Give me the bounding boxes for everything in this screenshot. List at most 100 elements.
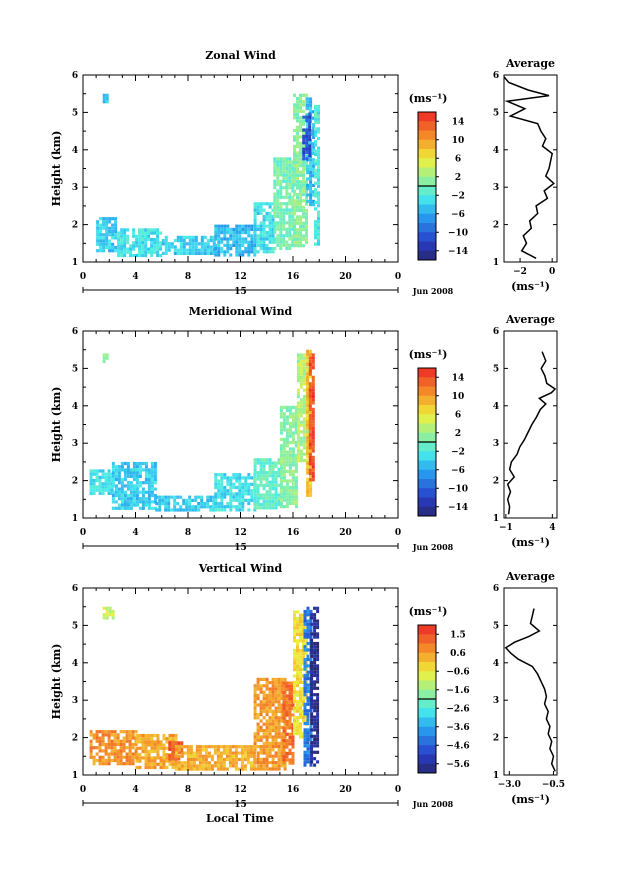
heatmap-cell: [313, 737, 317, 742]
heatmap-cell: [282, 166, 286, 171]
heatmap-cell: [138, 756, 142, 760]
heatmap-cell: [253, 706, 257, 710]
heatmap-cell: [317, 178, 320, 182]
colorbar-swatch: [418, 241, 436, 252]
heatmap-cell: [276, 240, 280, 244]
heatmap-cell: [299, 661, 302, 665]
heatmap-cell: [317, 104, 320, 109]
heatmap-cell: [126, 471, 130, 475]
heatmap-cell: [259, 458, 263, 462]
heatmap-cell: [306, 436, 310, 440]
heatmap-cell: [316, 677, 320, 681]
heatmap-cell: [309, 171, 313, 175]
heatmap-cell: [268, 722, 272, 726]
heatmap-cell: [114, 245, 118, 250]
heatmap-cell: [296, 154, 299, 158]
heatmap-cell: [310, 667, 314, 671]
heatmap-cell: [247, 234, 251, 238]
heatmap-cell: [177, 764, 181, 768]
heatmap-cell: [225, 757, 229, 762]
heatmap-cell: [253, 703, 257, 707]
heatmap-cell: [309, 609, 313, 614]
heatmap-cell: [314, 191, 317, 195]
heatmap-cell: [296, 700, 299, 704]
heatmap-cell: [268, 729, 272, 733]
heatmap-cell: [144, 503, 148, 507]
heatmap-cell: [132, 503, 136, 507]
heatmap-cell: [256, 729, 260, 733]
heatmap-cell: [113, 736, 117, 740]
heatmap-cell: [306, 689, 310, 694]
heatmap-cell: [217, 479, 221, 483]
heatmap-cell: [282, 211, 286, 215]
heatmap-cell: [102, 356, 106, 360]
heatmap-cell: [314, 127, 317, 131]
heatmap-cell: [291, 463, 295, 467]
heatmap-cell: [299, 443, 303, 447]
heatmap-cell: [156, 737, 160, 741]
heatmap-cell: [247, 243, 251, 247]
heatmap-cell: [135, 746, 139, 750]
heatmap-cell: [310, 677, 314, 681]
heatmap-cell: [313, 686, 317, 690]
heatmap-cell: [316, 699, 320, 703]
heatmap-cell: [282, 700, 286, 704]
heatmap-cell: [279, 405, 283, 409]
heatmap-cell: [253, 215, 257, 219]
heatmap-cell: [313, 763, 317, 767]
heatmap-cell: [294, 482, 298, 486]
heatmap-cell: [317, 149, 320, 153]
heatmap-cell: [279, 230, 283, 235]
heatmap-cell: [253, 493, 257, 497]
heatmap-cell: [141, 490, 145, 494]
heatmap-cell: [98, 482, 102, 486]
heatmap-cell: [99, 217, 103, 221]
heatmap-cell: [279, 447, 283, 451]
heatmap-cell: [247, 489, 251, 493]
heatmap-cell: [117, 247, 121, 251]
heatmap-cell: [102, 93, 106, 97]
heatmap-cell: [271, 247, 275, 251]
average-frame: [503, 330, 558, 519]
heatmap-cell: [316, 702, 320, 706]
heatmap-cell: [265, 224, 269, 228]
heatmap-cell: [126, 465, 130, 469]
heatmap-cell: [105, 100, 109, 104]
heatmap-cell: [293, 103, 296, 107]
heatmap-cell: [280, 709, 284, 713]
heatmap-cell: [171, 750, 175, 755]
heatmap-cell: [274, 741, 278, 745]
heatmap-cell: [117, 231, 121, 235]
heatmap-cell: [285, 703, 289, 708]
heatmap-cell: [285, 405, 289, 409]
colorbar-swatch: [418, 726, 436, 737]
heatmap-cell: [296, 234, 299, 238]
heatmap-cell: [238, 240, 242, 244]
heatmap-cell: [262, 684, 266, 688]
heatmap-cell: [276, 157, 280, 161]
heatmap-cell: [314, 226, 317, 230]
heatmap-cell: [150, 231, 154, 235]
heatmap-cell: [268, 237, 272, 241]
heatmap-cell: [161, 502, 165, 506]
heatmap-cell: [273, 227, 277, 231]
heatmap-cell: [240, 764, 244, 768]
heatmap-cell: [153, 244, 157, 248]
heatmap-cell: [167, 498, 171, 502]
heatmap-cell: [167, 245, 171, 249]
heatmap-cell: [317, 152, 320, 157]
y-tick-label: 5: [72, 364, 78, 374]
heatmap-cell: [241, 231, 245, 235]
colorbar-swatch: [418, 204, 436, 215]
heatmap-cell: [164, 245, 168, 249]
heatmap-cell: [150, 244, 154, 248]
heatmap-cell: [276, 173, 280, 177]
heatmap-cell: [253, 461, 257, 465]
heatmap-cell: [288, 498, 292, 502]
heatmap-cell: [306, 448, 310, 453]
x-tick-label: 4: [132, 528, 138, 538]
heatmap-cell: [111, 609, 115, 614]
heatmap-cell: [111, 242, 115, 246]
heatmap-cell: [89, 479, 93, 483]
heatmap-cell: [299, 398, 303, 402]
